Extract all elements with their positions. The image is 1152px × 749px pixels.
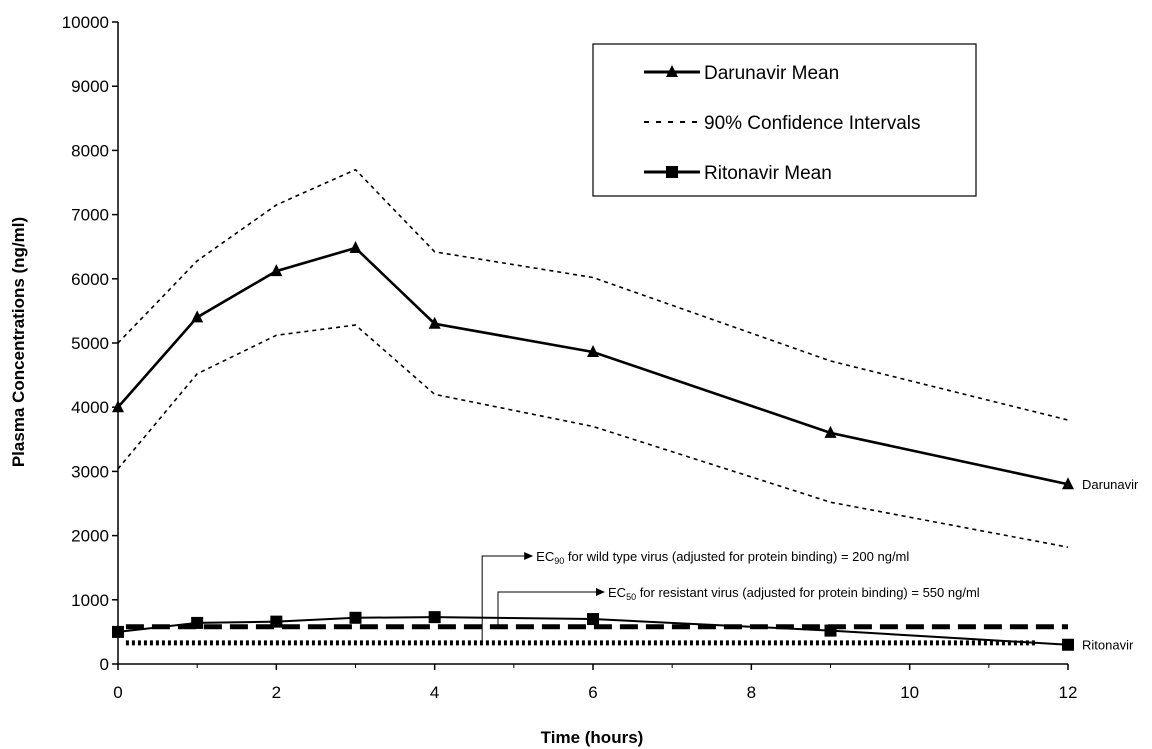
reference-line-label: EC50 for resistant virus (adjusted for p… — [608, 585, 980, 602]
x-tick-label: 2 — [272, 683, 281, 702]
y-tick-label: 10000 — [62, 13, 109, 32]
y-tick-label: 0 — [100, 655, 109, 674]
series-1 — [112, 240, 1074, 490]
y-tick-label: 8000 — [71, 141, 109, 160]
data-point-triangle — [824, 425, 837, 438]
data-point-triangle — [112, 400, 124, 413]
reference-lines — [125, 624, 1068, 646]
axes: 0100020003000400050006000700080009000100… — [62, 13, 1078, 702]
series-line — [117, 324, 1069, 548]
data-point-triangle — [1062, 477, 1074, 490]
y-tick-label: 7000 — [71, 206, 109, 225]
callout-arrowhead — [524, 552, 534, 560]
data-point-triangle — [270, 264, 283, 277]
data-point-square — [428, 611, 441, 624]
callout-line — [481, 555, 525, 643]
data-point-square — [270, 615, 283, 628]
data-point-triangle — [587, 344, 599, 357]
y-tick-label: 6000 — [71, 270, 109, 289]
x-tick-label: 0 — [113, 683, 122, 702]
y-tick-label: 2000 — [71, 527, 109, 546]
x-tick-label: 4 — [430, 683, 439, 702]
legend-label: 90% Confidence Intervals — [704, 113, 921, 134]
data-point-square — [349, 611, 362, 624]
data-point-triangle — [349, 240, 362, 253]
series-line — [117, 246, 1069, 486]
y-tick-label: 4000 — [71, 398, 109, 417]
x-tick-label: 12 — [1059, 683, 1078, 702]
data-point-square — [824, 624, 837, 637]
x-tick-label: 8 — [747, 683, 756, 702]
data-point-square — [191, 616, 204, 629]
series-end-label: Ritonavir — [1082, 638, 1134, 653]
series-4 — [112, 611, 1074, 651]
y-tick-label: 9000 — [71, 77, 109, 96]
data-point-square — [587, 613, 599, 626]
y-tick-label: 5000 — [71, 334, 109, 353]
series-3 — [117, 324, 1069, 548]
series-2 — [117, 168, 1069, 421]
series-line — [117, 616, 1069, 646]
data-point-triangle — [428, 316, 441, 329]
legend-marker-triangle — [666, 65, 678, 77]
callout-line — [497, 591, 596, 627]
data-point-triangle — [191, 310, 204, 323]
data-point-square — [112, 625, 124, 638]
legend-label: Darunavir Mean — [704, 63, 839, 84]
data-point-square — [1062, 638, 1074, 651]
series-group — [112, 168, 1074, 651]
series-end-label: Darunavir — [1082, 477, 1139, 492]
legend-label: Ritonavir Mean — [704, 163, 832, 184]
reference-line-label: EC90 for wild type virus (adjusted for p… — [536, 549, 909, 566]
y-axis-title: Plasma Concentrations (ng/ml) — [9, 217, 28, 467]
y-tick-label: 1000 — [71, 591, 109, 610]
x-axis-title: Time (hours) — [541, 728, 644, 747]
y-tick-label: 3000 — [71, 462, 109, 481]
series-line — [117, 168, 1069, 421]
x-tick-label: 10 — [900, 683, 919, 702]
x-tick-label: 6 — [588, 683, 597, 702]
legend: Darunavir Mean 90% Confidence Intervals Ri… — [592, 43, 977, 197]
annotations: EC90 for wild type virus (adjusted for p… — [481, 477, 1139, 653]
callout-arrowhead — [596, 588, 605, 596]
legend-marker-square — [666, 166, 678, 178]
